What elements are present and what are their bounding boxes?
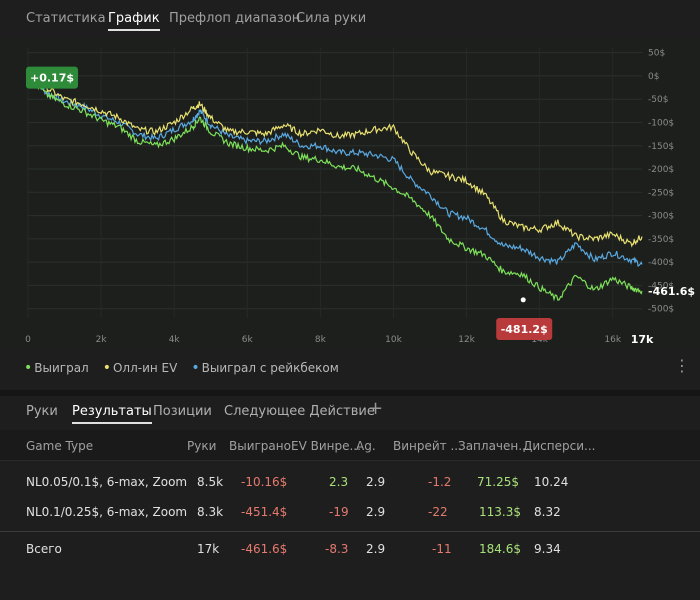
y-tick-label: -50$ [648,95,668,105]
cell-total-label: Всего [26,542,62,556]
series-won-line [27,77,643,302]
start-value-badge [26,66,78,89]
cell-paid: 184.6$ [479,542,521,556]
x-tick-label: 10k [385,335,402,345]
legend-item-won-rakeback[interactable]: • Выиграл с рейкбеком [191,360,338,376]
tab-preflop-range[interactable]: Префлоп диапазон [169,11,301,26]
tab-hand-strength[interactable]: Сила руки [296,11,367,26]
winnings-chart: 50$ 0$ -50$ -100$ -150$ -200$ -250$ -300$ -350$ -… [0,38,700,350]
cell-won: -10.16$ [241,475,288,489]
legend-item-allin-ev[interactable]: • Олл-ин EV [103,360,178,376]
cell-hands: 17k [197,542,220,556]
legend-dot-icon: • [24,360,33,376]
y-tick-label: -450$ [648,281,674,291]
more-options-icon[interactable]: ⋮ [674,356,690,375]
cell-ev-winrate: -19 [329,505,349,519]
tab-positions[interactable]: Позиции [153,404,212,419]
legend-label: Выиграл с рейкбеком [201,361,339,375]
table-header: Game Type Руки Выиграно EV Винре... Ag. … [0,430,700,461]
legend-label: Олл-ин EV [112,361,178,375]
cell-ev-winrate: 2.3 [329,475,349,489]
cell-game-type: NL0.05/0.1$, 6-max, Zoom [26,475,188,489]
legend-label: Выиграл [34,361,89,375]
y-tick-label: 0$ [648,72,659,82]
start-value-label: +0.17$ [30,72,74,85]
y-tick-label: -400$ [648,258,674,268]
cell-winrate: -11 [432,542,452,556]
cell-variance: 8.32 [534,505,561,519]
table-row[interactable]: NL0.05/0.1$, 6-max, Zoom 8.5k -10.16$ 2.… [0,467,700,497]
y-tick-label: -200$ [648,165,674,175]
x-tick-label: 8k [315,335,327,345]
legend-item-won[interactable]: • Выиграл [24,360,89,376]
table-row[interactable]: NL0.1/0.25$, 6-max, Zoom 8.3k -451.4$ -1… [0,497,700,527]
add-tab-icon[interactable]: + [368,398,384,419]
cell-won: -451.4$ [241,505,288,519]
cell-aggression: 2.9 [366,542,386,556]
tab-chart[interactable]: График [108,11,160,31]
x-tick-label: 6k [242,335,254,345]
cell-winrate: -1.2 [428,475,452,489]
cell-game-type: NL0.1/0.25$, 6-max, Zoom [26,505,188,519]
x-tick-label: 16k [604,335,621,345]
y-tick-label: 50$ [648,49,665,59]
x-tick-label: 0 [25,335,31,345]
chart-legend: • Выиграл • Олл-ин EV • Выиграл с рейкбеком [24,360,339,376]
sub-tab-bar: Руки Результаты Позиции Следующее Действ… [0,396,700,430]
cell-aggression: 2.9 [366,475,386,489]
col-game-type[interactable]: Game Type [26,439,94,453]
col-paid[interactable]: Заплачен... [458,439,530,453]
total-separator [0,531,700,532]
series-won-rakeback-line [27,75,643,267]
legend-dot-icon: • [102,360,111,376]
min-value-label: -481.2$ [501,323,548,336]
y-tick-label: -300$ [648,212,674,222]
table-total-row: Всего 17k -461.6$ -8.3 2.9 -11 184.6$ 9.… [0,534,700,564]
cell-ev-winrate: -8.3 [325,542,349,556]
cell-hands: 8.5k [197,475,224,489]
tab-results[interactable]: Результаты [72,404,152,424]
cell-winrate: -22 [428,505,448,519]
tab-hands[interactable]: Руки [26,404,58,419]
col-aggression[interactable]: Ag. [356,439,376,453]
tab-statistics[interactable]: Статистика [26,11,106,26]
cell-variance: 10.24 [534,475,569,489]
tab-next-action[interactable]: Следующее Действие [224,404,375,419]
col-won[interactable]: Выиграно [229,439,291,453]
y-tick-label: -350$ [648,235,674,245]
cell-variance: 9.34 [534,542,561,556]
col-ev-winrate[interactable]: EV Винре... [291,439,361,453]
cell-paid: 113.3$ [479,505,521,519]
legend-dot-icon: • [191,360,200,376]
cell-won: -461.6$ [241,542,288,556]
col-variance[interactable]: Дисперси... [523,439,596,453]
x-tick-label: 12k [458,335,475,345]
graph-panel: 50$ 0$ -50$ -100$ -150$ -200$ -250$ -300$ -350$ -… [0,38,700,350]
cell-hands: 8.3k [197,505,224,519]
y-tick-label: -500$ [648,305,674,315]
series-allin-ev-line [27,71,643,248]
end-value-label: -461.6$ [648,285,695,298]
y-tick-label: -100$ [648,118,674,128]
x-tick-label: 4k [169,335,181,345]
y-tick-label: -250$ [648,188,674,198]
cell-paid: 71.25$ [477,475,519,489]
panel-divider [0,390,700,396]
min-value-badge [496,318,553,340]
y-tick-label: -150$ [648,142,674,152]
col-hands[interactable]: Руки [187,439,217,453]
x-end-label: 17k [631,333,654,346]
x-tick-label: 2k [96,335,108,345]
top-tab-bar: Статистика График Префлоп диапазон Сила … [0,0,700,38]
min-point-marker [520,297,526,303]
cell-aggression: 2.9 [366,505,386,519]
col-winrate[interactable]: Винрейт ... [393,439,462,453]
